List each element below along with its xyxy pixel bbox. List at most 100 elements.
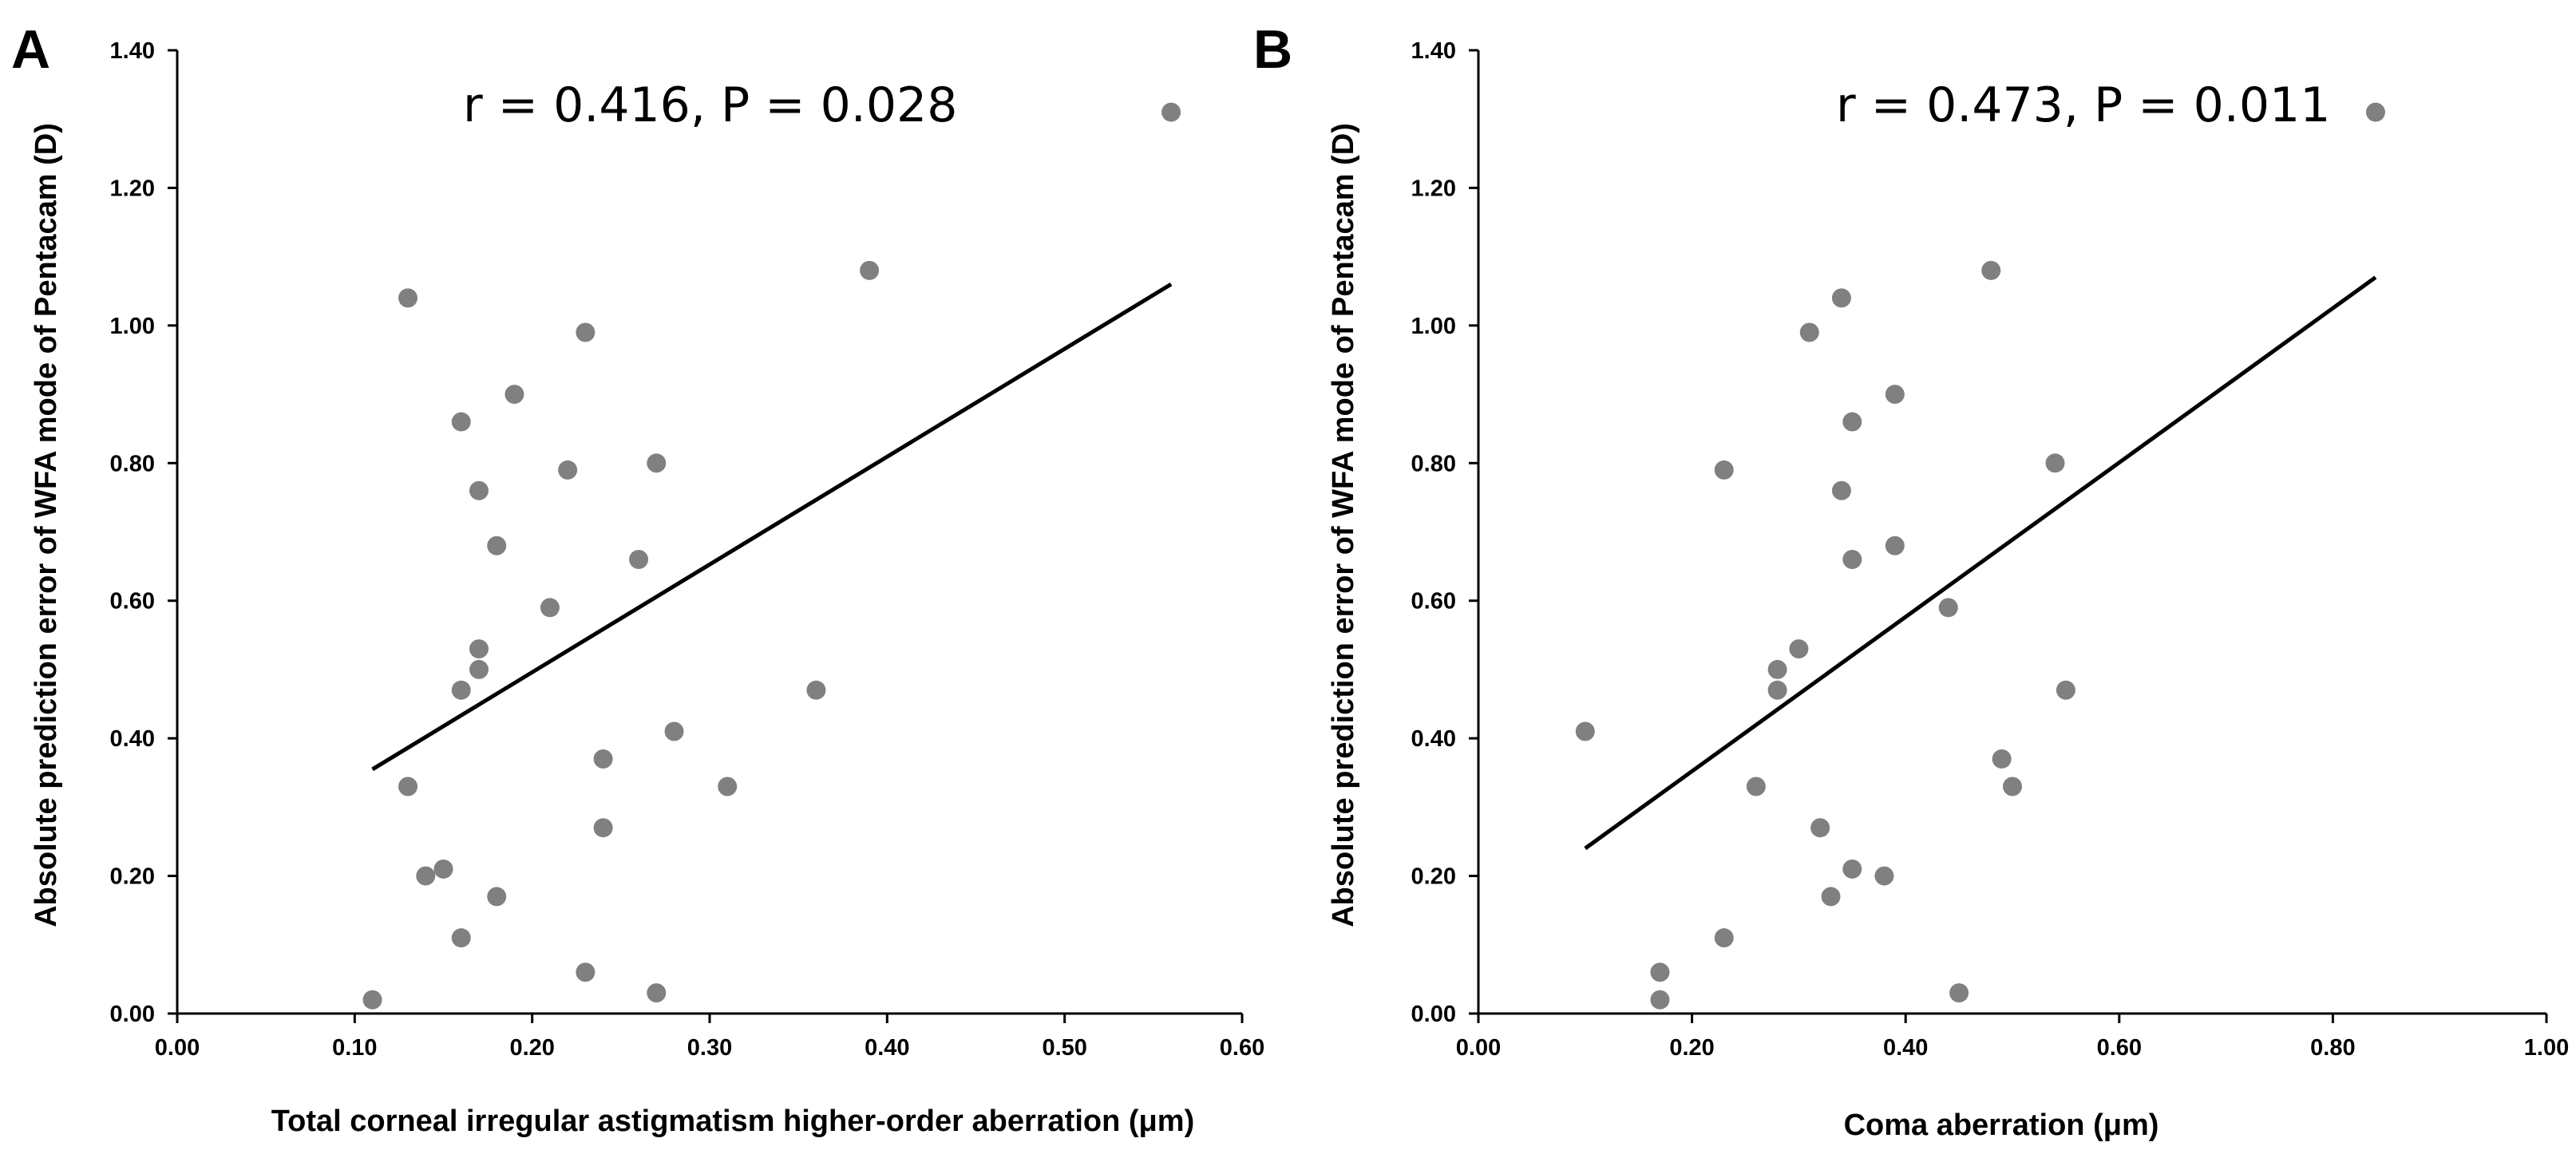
panel-b-plot-area: 0.00 0.20 0.40 0.60 0.80 1.00 1.20 1.40 0.00 0.20… — [1411, 38, 2570, 1061]
panel-a-x-tick-label: 0.60 — [1220, 1035, 1264, 1061]
panel-b-data-point — [1938, 598, 1958, 618]
panel-b-data-point — [1885, 385, 1905, 405]
panel-a-data-point — [433, 859, 453, 879]
panel-a-correlation-annotation: r = 0.416, P = 0.028 — [463, 77, 957, 133]
panel-a-data-point — [469, 659, 489, 679]
panel-b-data-point — [1981, 260, 2001, 280]
panel-a-y-tick-label: 0.40 — [110, 726, 155, 752]
panel-a-data-point — [540, 598, 560, 618]
panel-a-data-point — [1161, 102, 1181, 122]
panel-b-y-tick-label: 1.40 — [1411, 38, 1456, 64]
panel-b-x-axis-title: Coma aberration (μm) — [1844, 1109, 2159, 1142]
panel-a-data-point — [593, 749, 613, 769]
panel-a-letter: A — [11, 19, 50, 80]
panel-a-x-axis-title: Total corneal irregular astigmatism high… — [271, 1105, 1194, 1138]
panel-a-data-point — [718, 777, 738, 796]
panel-a-data-point — [487, 536, 507, 555]
panel-a-data-point — [362, 990, 382, 1010]
panel-a-plot-area: 0.00 0.20 0.40 0.60 0.80 1.00 1.20 1.40 0.00 0.10… — [110, 38, 1265, 1061]
panel-b-data-point — [2365, 102, 2385, 122]
panel-a-data-point — [576, 962, 596, 982]
panel-b-x-tick-label: 0.00 — [1456, 1035, 1501, 1061]
panel-b: B r = 0.473, P = 0.011 Coma aberration (… — [1253, 19, 2569, 1142]
panel-b-y-tick-label: 1.00 — [1411, 314, 1456, 339]
panel-b-data-point — [1575, 721, 1595, 741]
panel-a-y-tick-label: 1.00 — [110, 314, 155, 339]
panel-a-data-point — [664, 721, 684, 741]
panel-a-data-point — [576, 322, 596, 342]
panel-b-data-point — [1746, 777, 1766, 796]
panel-b-y-axis-title: Absolute prediction error of WFA mode of… — [1327, 123, 1360, 927]
panel-b-data-point — [1831, 480, 1851, 500]
panel-b-y-tick-label: 0.80 — [1411, 451, 1456, 476]
panel-a-data-point — [469, 639, 489, 659]
panel-b-data-point — [1949, 983, 1969, 1003]
panel-a-x-tick-label: 0.30 — [687, 1035, 732, 1061]
panel-b-letter: B — [1253, 19, 1292, 80]
panel-b-y-tick-label: 1.20 — [1411, 176, 1456, 201]
panel-a-data-point — [451, 412, 471, 432]
panel-b-y-tick-label: 0.40 — [1411, 726, 1456, 752]
panel-b-data-point — [1821, 887, 1841, 907]
panel-a-data-point — [469, 480, 489, 500]
panel-a-x-tick-label: 0.40 — [865, 1035, 909, 1061]
panel-a-data-point — [860, 260, 880, 280]
panel-a-data-point — [593, 818, 613, 838]
panel-b-x-tick-label: 0.80 — [2310, 1035, 2355, 1061]
panel-a-x-tick-label: 0.20 — [509, 1035, 554, 1061]
panel-b-data-point — [2045, 453, 2065, 473]
panel-a-y-tick-label: 0.00 — [110, 1002, 155, 1027]
panel-b-data-point — [1767, 680, 1787, 700]
panel-a-regression-line — [371, 282, 1173, 772]
panel-a-y-tick-label: 0.60 — [110, 589, 155, 615]
panel-b-data-point — [1650, 990, 1670, 1010]
panel-a-data-point — [647, 983, 667, 1003]
panel-a-data-point — [398, 288, 418, 308]
panel-a-data-point — [398, 777, 418, 796]
panel-b-data-point — [1714, 460, 1734, 480]
panel-b-data-point — [1885, 536, 1905, 555]
panel-b-y-tick-label: 0.20 — [1411, 864, 1456, 890]
panel-a-data-point — [806, 680, 826, 700]
panel-b-data-point — [1767, 659, 1787, 679]
panel-a-data-point — [558, 460, 578, 480]
panel-a-data-point — [629, 549, 649, 569]
panel-a-data-point — [451, 928, 471, 948]
panel-b-data-point — [1842, 859, 1862, 879]
panel-a-data-point — [647, 453, 667, 473]
panel-a-x-tick-label: 0.10 — [332, 1035, 377, 1061]
panel-a: A r = 0.416, P = 0.028 Total corneal irr… — [11, 19, 1264, 1138]
panel-b-x-tick-label: 0.40 — [1883, 1035, 1928, 1061]
panel-a-x-tick-label: 0.00 — [155, 1035, 200, 1061]
panel-b-data-point — [1650, 962, 1670, 982]
panel-a-x-tick-label: 0.50 — [1042, 1035, 1086, 1061]
panel-b-data-point — [2056, 680, 2075, 700]
panel-a-y-tick-label: 0.80 — [110, 451, 155, 476]
panel-a-data-point — [416, 866, 436, 886]
panel-b-y-tick-label: 0.00 — [1411, 1002, 1456, 1027]
panel-a-y-tick-label: 1.40 — [110, 38, 155, 64]
panel-b-data-point — [1810, 818, 1830, 838]
panel-b-data-point — [1789, 639, 1809, 659]
panel-b-data-point — [1842, 412, 1862, 432]
panel-a-data-point — [487, 887, 507, 907]
panel-b-data-point — [1842, 549, 1862, 569]
panel-b-data-point — [1874, 866, 1894, 886]
panel-b-data-point — [1992, 749, 2012, 769]
panel-b-data-point — [2003, 777, 2022, 796]
panel-a-data-point — [451, 680, 471, 700]
panel-b-x-tick-label: 1.00 — [2524, 1035, 2569, 1061]
panel-b-data-point — [1714, 928, 1734, 948]
panel-a-y-axis-title: Absolute prediction error of WFA mode of… — [30, 123, 63, 927]
panel-b-y-tick-label: 0.60 — [1411, 589, 1456, 615]
panel-b-data-point — [1799, 322, 1819, 342]
panel-b-regression-line — [1584, 275, 2377, 851]
panel-b-data-point — [1831, 288, 1851, 308]
panel-b-x-tick-label: 0.60 — [2097, 1035, 2142, 1061]
panel-b-correlation-annotation: r = 0.473, P = 0.011 — [1836, 77, 2330, 133]
panel-a-y-tick-label: 0.20 — [110, 864, 155, 890]
panel-b-x-tick-label: 0.20 — [1669, 1035, 1714, 1061]
panel-a-data-point — [505, 385, 524, 405]
panel-a-y-tick-label: 1.20 — [110, 176, 155, 201]
